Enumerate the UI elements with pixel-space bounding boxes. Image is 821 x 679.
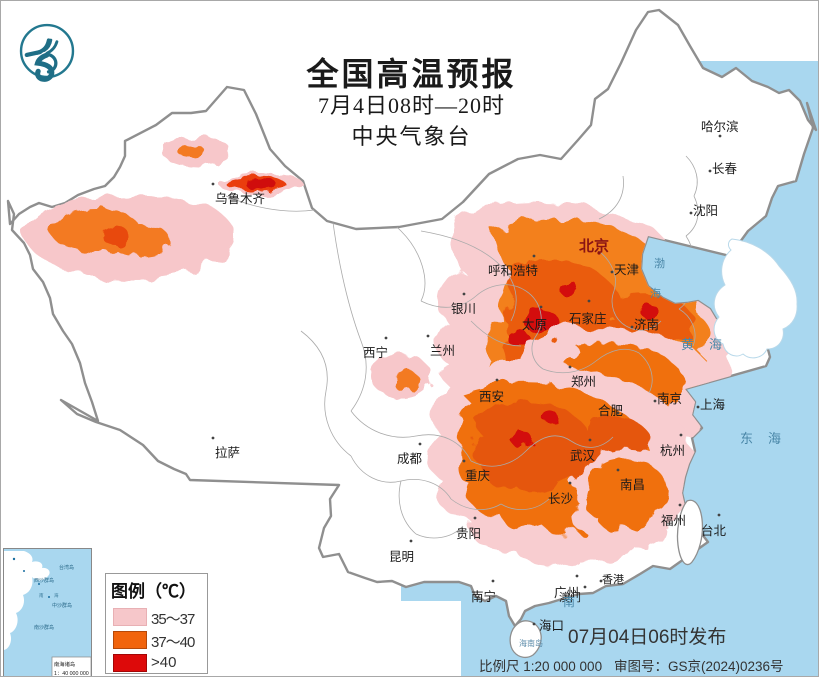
svg-text:郑州: 郑州 <box>571 374 596 389</box>
svg-text:北京: 北京 <box>579 237 609 255</box>
svg-text:沈阳: 沈阳 <box>693 203 718 218</box>
svg-text:杭州: 杭州 <box>660 443 685 458</box>
svg-text:成都: 成都 <box>397 452 423 466</box>
svg-text:海: 海 <box>650 286 661 300</box>
svg-text:海口: 海口 <box>539 618 564 633</box>
svg-text:武汉: 武汉 <box>570 449 596 463</box>
svg-text:南昌: 南昌 <box>620 477 645 492</box>
svg-text:海: 海 <box>54 592 59 599</box>
svg-text:长春: 长春 <box>712 162 738 176</box>
svg-text:审图号：GS京(2024)0236号: 审图号：GS京(2024)0236号 <box>614 659 784 674</box>
svg-text:天津: 天津 <box>614 263 639 277</box>
svg-text:呼和浩特: 呼和浩特 <box>488 263 538 278</box>
svg-text:南京: 南京 <box>657 391 682 406</box>
svg-text:中沙群岛: 中沙群岛 <box>52 602 72 609</box>
svg-text:07月04日06时发布: 07月04日06时发布 <box>568 626 726 648</box>
svg-text:兰州: 兰州 <box>430 344 455 358</box>
svg-text:乌鲁木齐: 乌鲁木齐 <box>215 191 266 206</box>
svg-text:东: 东 <box>740 431 753 446</box>
svg-text:1：40 000 000: 1：40 000 000 <box>54 671 89 677</box>
svg-text:渤: 渤 <box>654 257 665 270</box>
svg-text:西沙群岛: 西沙群岛 <box>34 577 54 584</box>
svg-text:台北: 台北 <box>701 523 727 538</box>
svg-text:重庆: 重庆 <box>465 468 491 483</box>
svg-text:太原: 太原 <box>522 317 547 332</box>
svg-text:台湾岛: 台湾岛 <box>59 564 74 571</box>
svg-text:西安: 西安 <box>479 389 504 404</box>
svg-text:南海诸岛: 南海诸岛 <box>54 660 75 668</box>
svg-text:海: 海 <box>768 431 781 446</box>
svg-text:昆明: 昆明 <box>389 550 414 564</box>
svg-text:贵阳: 贵阳 <box>456 527 481 541</box>
svg-text:长沙: 长沙 <box>548 492 574 506</box>
svg-text:银川: 银川 <box>451 302 476 316</box>
svg-text:石家庄: 石家庄 <box>569 311 607 326</box>
svg-text:西宁: 西宁 <box>363 345 388 360</box>
svg-text:上海: 上海 <box>700 397 726 412</box>
svg-text:拉萨: 拉萨 <box>215 445 240 460</box>
svg-text:海南岛: 海南岛 <box>519 638 543 648</box>
svg-text:海: 海 <box>709 337 722 352</box>
svg-text:南: 南 <box>563 594 575 609</box>
svg-text:南宁: 南宁 <box>471 589 496 604</box>
svg-text:比例尺 1:20 000 000: 比例尺 1:20 000 000 <box>479 659 602 674</box>
svg-text:合肥: 合肥 <box>598 403 624 418</box>
svg-text:香港: 香港 <box>602 573 624 586</box>
svg-text:济南: 济南 <box>634 317 659 332</box>
svg-text:福州: 福州 <box>661 513 686 528</box>
svg-text:南沙群岛: 南沙群岛 <box>34 624 54 631</box>
svg-text:南: 南 <box>39 592 44 598</box>
svg-text:黄: 黄 <box>681 337 694 352</box>
